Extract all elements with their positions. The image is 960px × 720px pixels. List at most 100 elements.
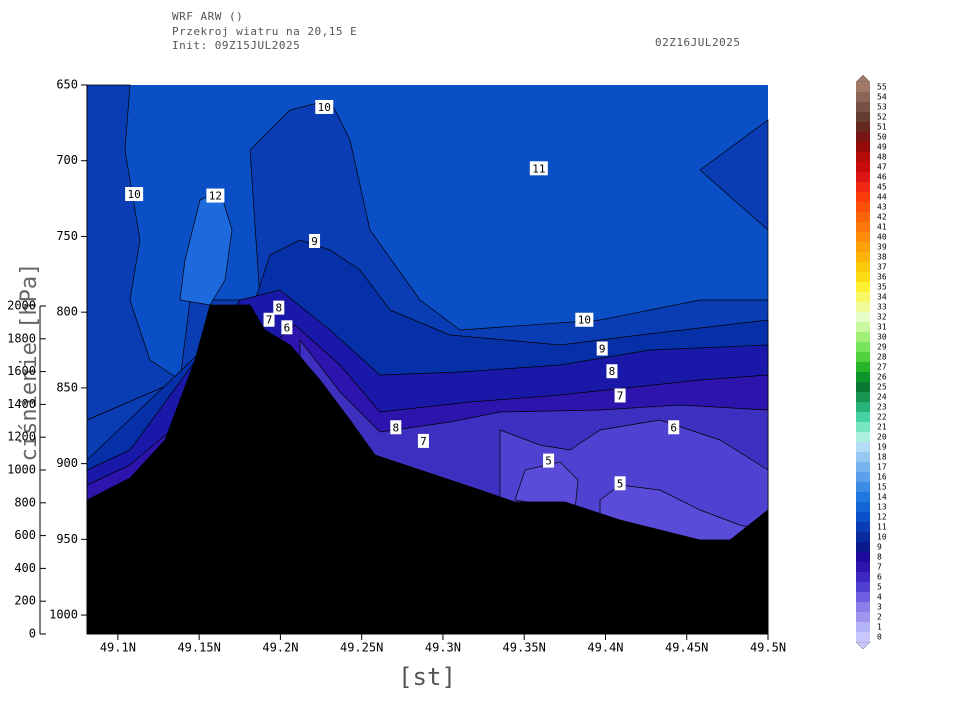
colorbar-box [856,242,870,252]
y-tick-label: 900 [56,456,78,470]
contour-label: 8 [275,302,282,315]
colorbar-box [856,92,870,102]
valid-time: 02Z16JUL2025 [655,36,740,49]
colorbar-label: 3 [877,603,882,612]
colorbar-box [856,202,870,212]
colorbar-box [856,542,870,552]
colorbar-label: 48 [877,153,887,162]
colorbar-label: 43 [877,203,887,212]
colorbar-arrow-bottom [855,641,871,650]
colorbar-label: 13 [877,503,887,512]
colorbar-label: 31 [877,323,887,332]
contour-label-box [315,99,334,114]
colorbar-box [856,332,870,342]
title-line: Init: 09Z15JUL2025 [172,39,300,52]
colorbar-box [856,612,870,622]
contour-label: 10 [318,101,331,114]
colorbar-label: 47 [877,163,887,172]
colorbar-label: 40 [877,233,887,242]
colorbar-label: 20 [877,433,887,442]
colorbar-arrow-top [855,74,871,83]
contour-label-box [668,420,680,435]
colorbar-box [856,302,870,312]
title-line: Przekroj wiatru na 20,15 E [172,25,357,38]
contour-label-box [614,476,626,491]
colorbar-label: 18 [877,453,887,462]
y2-tick-label: 1000 [7,463,36,477]
colorbar-box [856,432,870,442]
y2-tick-label: 2000 [7,299,36,313]
colorbar-label: 32 [877,313,887,322]
colorbar-box [856,322,870,332]
y2-tick-label: 1800 [7,331,36,345]
colorbar-box [856,192,870,202]
colorbar-box [856,412,870,422]
colorbar-box [856,142,870,152]
x-tick-label: 49.15N [177,641,220,655]
colorbar-box [856,102,870,112]
colorbar-box [856,462,870,472]
colorbar-box [856,622,870,632]
colorbar-box [856,372,870,382]
colorbar-box [856,172,870,182]
colorbar-box [856,632,870,642]
y-tick-label: 800 [56,305,78,319]
contour-label-box [281,320,293,335]
colorbar-label: 14 [877,493,887,502]
colorbar-box [856,602,870,612]
colorbar-box [856,342,870,352]
contour-label-box [575,312,594,327]
colorbar-label: 51 [877,123,887,132]
contour-label: 8 [392,421,399,434]
colorbar-label: 1 [877,623,882,632]
colorbar-label: 11 [877,523,887,532]
title-line: WRF ARW () [172,10,243,23]
contour-label-box [606,364,618,379]
contour-label: 10 [578,314,591,327]
colorbar-label: 27 [877,363,887,372]
colorbar-label: 46 [877,173,887,182]
colorbar-label: 38 [877,253,887,262]
colorbar-label: 30 [877,333,887,342]
x-tick-label: 49.2N [262,641,298,655]
colorbar-box [856,272,870,282]
contour-label-box [417,433,429,448]
colorbar-label: 36 [877,273,887,282]
colorbar-label: 15 [877,483,887,492]
colorbar-label: 4 [877,593,882,602]
colorbar-label: 42 [877,213,887,222]
colorbar-label: 6 [877,573,882,582]
colorbar-box [856,312,870,322]
colorbar-box [856,182,870,192]
colorbar-box [856,252,870,262]
colorbar-label: 55 [877,83,887,92]
contour-label: 9 [599,343,606,356]
colorbar-label: 12 [877,513,887,522]
colorbar-label: 39 [877,243,887,252]
y-axis-label: ciśnienie [hPa] [17,263,42,462]
colorbar-label: 35 [877,283,887,292]
colorbar-box [856,122,870,132]
colorbar-box [856,442,870,452]
x-tick-label: 49.35N [503,641,546,655]
y2-tick-label: 1600 [7,364,36,378]
contour-label: 7 [420,435,427,448]
colorbar-box [856,352,870,362]
colorbar-box [856,232,870,242]
colorbar-label: 45 [877,183,887,192]
x-tick-label: 49.25N [340,641,383,655]
colorbar-box [856,502,870,512]
colorbar-box [856,482,870,492]
colorbar-box [856,262,870,272]
contour-label-box [614,388,626,403]
contour-label: 5 [545,455,552,468]
colorbar-box [856,452,870,462]
colorbar-box [856,392,870,402]
colorbar-label: 29 [877,343,887,352]
colorbar-label: 26 [877,373,887,382]
colorbar-box [856,472,870,482]
colorbar-label: 22 [877,413,887,422]
colorbar-label: 8 [877,553,882,562]
y-tick-label: 700 [56,153,78,167]
colorbar-box [856,402,870,412]
